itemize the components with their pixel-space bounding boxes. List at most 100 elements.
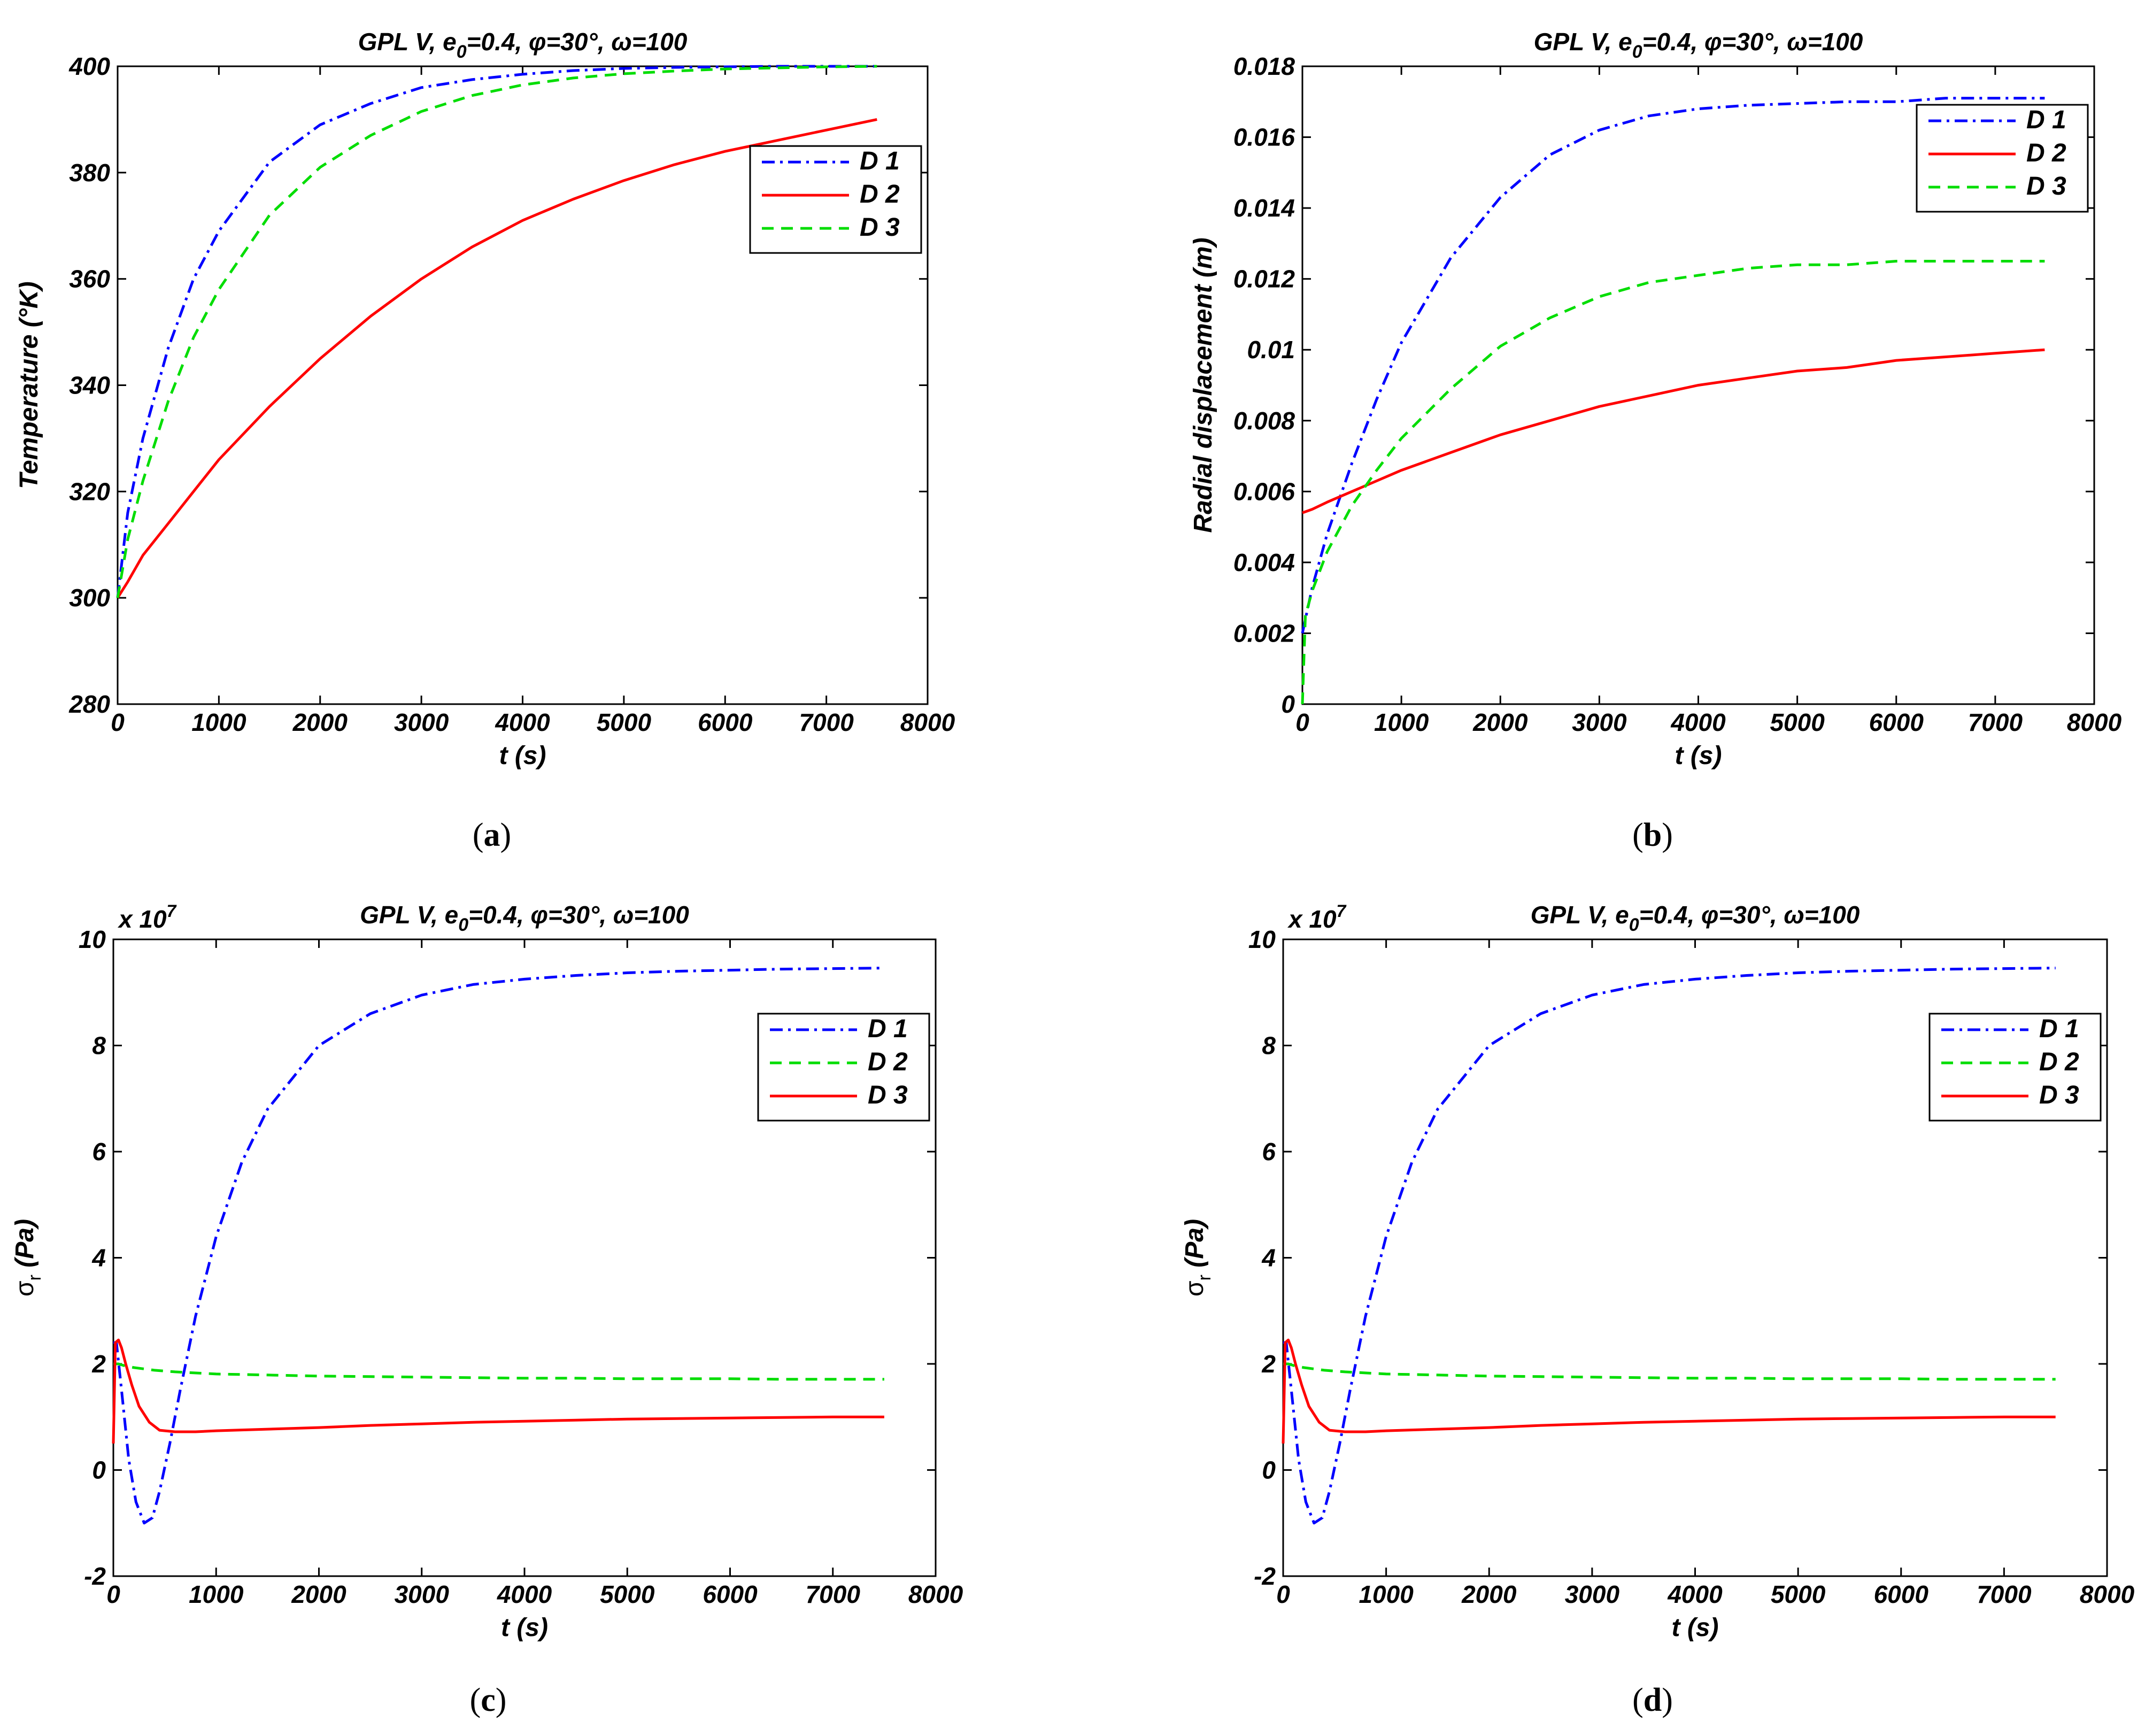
chart-title-sub: 0: [457, 42, 467, 62]
y-tick-label: 0.012: [1233, 265, 1295, 293]
x-tick-label: 8000: [2067, 708, 2122, 736]
panel-caption-letter: d: [1644, 1682, 1662, 1718]
x-tick-label: 5000: [1771, 1580, 1826, 1608]
x-tick-label: 1000: [1359, 1580, 1414, 1608]
series-line-d2: [113, 1362, 884, 1381]
chart-panel-d: 0 1000 2000 3000 4000 5000 6000 7000 8000-202468…: [1180, 901, 2135, 1718]
y-tick-label: 0.006: [1233, 477, 1295, 505]
series-line-d1: [1301, 97, 2045, 634]
legend-label: D 2: [2026, 139, 2066, 167]
panel-caption-open: (: [1632, 1682, 1644, 1718]
x-axis-label: t (s): [501, 1614, 548, 1642]
series-line-d3: [112, 1338, 884, 1444]
axis-multiplier-exp: 7: [1337, 901, 1347, 921]
chart-title-suffix: =0.4, φ=30°, ω=100: [1639, 901, 1860, 929]
legend-label: D 2: [868, 1048, 908, 1076]
y-axis-label-symbol: σ: [1180, 1280, 1209, 1297]
chart-title-suffix: =0.4, φ=30°, ω=100: [467, 28, 688, 56]
axis-multiplier-base: x 10: [117, 905, 167, 933]
x-tick-label: 2000: [1461, 1580, 1517, 1608]
chart-title: GPL V, e0=0.4, φ=30°, ω=100: [1534, 28, 1863, 62]
panel-caption-letter: a: [484, 817, 500, 853]
x-tick-label: 6000: [1869, 708, 1924, 736]
y-tick-label: 10: [79, 925, 106, 953]
x-tick-label: 0: [1276, 1580, 1290, 1608]
y-tick-label: 380: [69, 159, 110, 187]
y-tick-label: 4: [91, 1244, 106, 1272]
series-line-d1: [116, 65, 877, 598]
chart-title-sub: 0: [458, 915, 468, 935]
chart-title-prefix: GPL V, e: [1534, 28, 1632, 56]
series-line-d2: [1302, 348, 2045, 514]
legend-box: [757, 1013, 930, 1122]
y-tick-label: 0.002: [1233, 619, 1295, 647]
chart-panel-b: 0 1000 2000 3000 4000 5000 6000 7000 8000 0 0.002 0…: [1189, 28, 2122, 853]
x-tick-label: 1000: [189, 1580, 244, 1608]
legend-label: D 2: [860, 180, 900, 209]
axis-multiplier: x 107: [117, 901, 178, 933]
chart-title-prefix: GPL V, e: [360, 901, 458, 929]
y-axis-label: σr (Pa): [11, 1219, 45, 1297]
x-tick-label: 0: [111, 708, 125, 736]
legend-label: D 1: [2039, 1015, 2079, 1043]
y-tick-label: 360: [69, 265, 110, 293]
y-axis-label-unit: (Pa): [1180, 1219, 1209, 1275]
x-tick-label: 3000: [395, 1580, 450, 1608]
y-tick-label: 6: [92, 1138, 106, 1166]
x-tick-label: 0: [1295, 708, 1309, 736]
series-line-d3: [116, 65, 877, 598]
x-tick-label: 6000: [1874, 1580, 1929, 1608]
chart-title-prefix: GPL V, e: [358, 28, 457, 56]
series-line-d1: [1283, 967, 2056, 1525]
x-tick-label: 8000: [900, 708, 955, 736]
x-tick-label: 5000: [600, 1580, 655, 1608]
legend-box: [1916, 104, 2089, 213]
panel-caption: (b): [1632, 817, 1673, 853]
y-tick-label: 0: [92, 1456, 106, 1484]
x-tick-label: 7000: [799, 708, 854, 736]
panel-caption-close: ): [1662, 817, 1673, 853]
x-tick-label: 2000: [291, 1580, 346, 1608]
y-tick-label: 8: [1262, 1032, 1276, 1060]
x-tick-label: 4000: [1670, 708, 1726, 736]
panel-caption-close: ): [500, 817, 512, 853]
x-axis-label: t (s): [499, 742, 546, 770]
series-line-d3: [1301, 260, 2045, 705]
y-tick-label: -2: [84, 1562, 106, 1590]
legend-label: D 1: [860, 147, 900, 175]
x-tick-label: 3000: [1565, 1580, 1620, 1608]
chart-title-sub: 0: [1629, 915, 1639, 935]
chart-title: GPL V, e0=0.4, φ=30°, ω=100: [1531, 901, 1860, 935]
y-tick-label: 2: [91, 1350, 106, 1378]
y-tick-label: 320: [69, 477, 110, 505]
panel-caption-open: (: [1632, 817, 1644, 853]
x-tick-label: 7000: [1977, 1580, 2032, 1608]
legend-box: [1928, 1013, 2102, 1122]
y-tick-label: 8: [92, 1032, 106, 1060]
panel-caption-close: ): [496, 1682, 507, 1718]
y-tick-label: 4: [1261, 1244, 1276, 1272]
y-tick-label: 0: [1281, 690, 1295, 718]
x-tick-label: 4000: [497, 1580, 552, 1608]
axis-multiplier-base: x 10: [1287, 905, 1337, 933]
panel-caption: (c): [470, 1682, 507, 1718]
chart-title-sub: 0: [1632, 42, 1642, 62]
y-tick-label: 300: [69, 584, 110, 612]
legend-label: D 3: [2026, 172, 2066, 200]
series-line-d3: [1282, 1338, 2056, 1444]
panel-caption-letter: c: [481, 1682, 496, 1718]
x-tick-label: 2000: [1472, 708, 1528, 736]
series-line-d1: [113, 967, 884, 1525]
y-axis-label-sub: r: [25, 1275, 45, 1280]
x-tick-label: 3000: [394, 708, 449, 736]
x-tick-label: 2000: [292, 708, 348, 736]
y-tick-label: 0.008: [1233, 407, 1295, 435]
x-tick-label: 1000: [1374, 708, 1429, 736]
x-tick-label: 5000: [597, 708, 652, 736]
x-tick-label: 6000: [698, 708, 753, 736]
legend-label: D 2: [2039, 1048, 2079, 1076]
x-tick-label: 5000: [1770, 708, 1825, 736]
axis-multiplier: x 107: [1287, 901, 1347, 933]
chart-title: GPL V, e0=0.4, φ=30°, ω=100: [358, 28, 688, 62]
